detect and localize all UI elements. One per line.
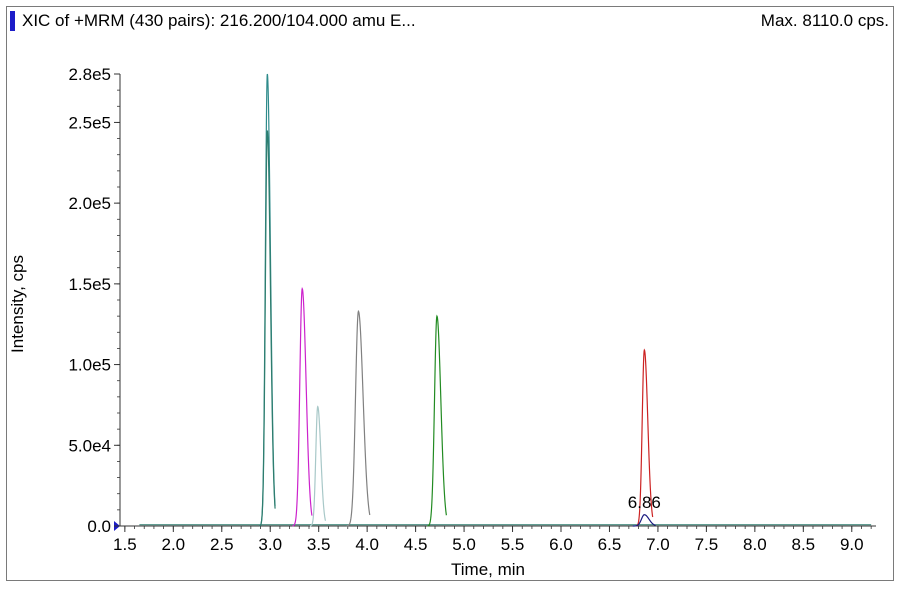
chart-frame: XIC of +MRM (430 pairs): 216.200/104.000…	[6, 6, 894, 581]
peak-trace	[259, 130, 276, 527]
axis-labels: Time, min Intensity, cps	[8, 255, 525, 579]
x-tick-label: 6.0	[549, 535, 573, 554]
x-tick-label: 3.0	[258, 535, 282, 554]
peak-trace	[635, 348, 654, 527]
y-axis-title: Intensity, cps	[8, 255, 27, 353]
peak-trace	[292, 286, 313, 527]
x-tick-label: 9.0	[840, 535, 864, 554]
xic-title: XIC of +MRM (430 pairs): 216.200/104.000…	[22, 11, 416, 30]
x-tick-label: 5.0	[452, 535, 476, 554]
x-tick-label: 4.0	[355, 535, 379, 554]
axes: 1.5 2.0 2.5 3.0 3.5 4.0 4.5 5.0 5.5 6.0 6.5 7.0 7.5 8…	[68, 65, 876, 554]
y-tick-label: 2.0e5	[68, 194, 111, 213]
traces: 6.86	[139, 73, 872, 527]
x-tick-label: 8.0	[743, 535, 767, 554]
x-tick-label: 2.0	[161, 535, 185, 554]
y-tick-label: 2.8e5	[68, 65, 111, 84]
peak-trace	[632, 514, 656, 527]
x-tick-label: 7.5	[695, 535, 719, 554]
y-tick-label: 1.5e5	[68, 275, 111, 294]
x-tick-label: 2.5	[210, 535, 234, 554]
peak-trace	[309, 405, 327, 527]
x-tick-label: 1.5	[113, 535, 137, 554]
max-intensity-label: Max. 8110.0 cps.	[760, 11, 889, 30]
peak-trace	[427, 314, 447, 527]
trace-color-marker	[10, 11, 15, 31]
x-tick-label: 6.5	[598, 535, 622, 554]
peak-trace	[346, 309, 371, 527]
x-tick-label: 3.5	[307, 535, 331, 554]
x-tick-label: 5.5	[501, 535, 525, 554]
x-tick-label: 8.5	[791, 535, 815, 554]
x-axis-title: Time, min	[451, 560, 525, 579]
x-tick-label: 4.5	[404, 535, 428, 554]
y-tick-label: 5.0e4	[68, 436, 111, 455]
chart-header: XIC of +MRM (430 pairs): 216.200/104.000…	[7, 7, 893, 35]
x-tick-label: 7.0	[646, 535, 670, 554]
y-tick-label: 2.5e5	[68, 113, 111, 132]
peak-rt-label: 6.86	[628, 493, 661, 512]
y-tick-label: 1.0e5	[68, 356, 111, 375]
y-tick-label: 0.0	[87, 517, 111, 536]
